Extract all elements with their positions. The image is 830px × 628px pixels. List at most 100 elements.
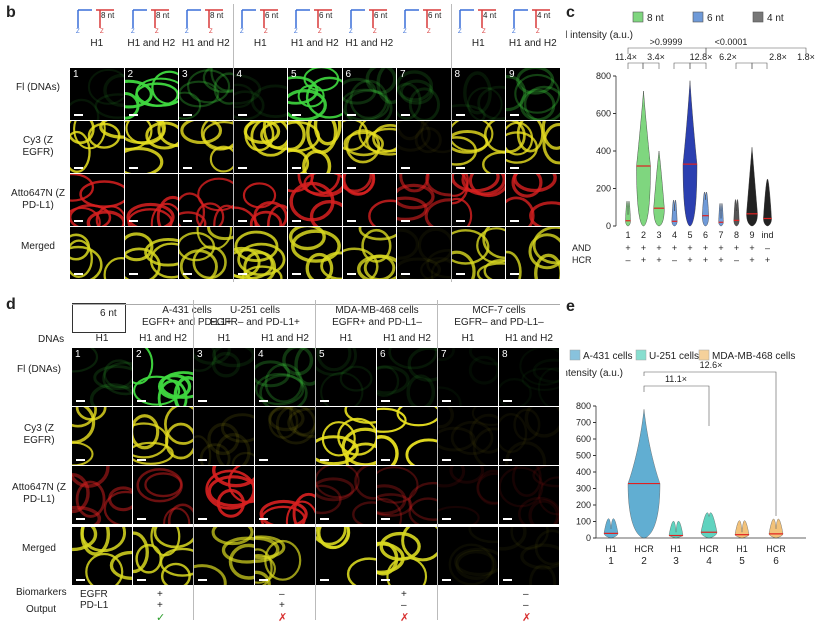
micrograph-tile [451, 227, 505, 279]
cell-outline [179, 211, 207, 226]
cell-outline [143, 238, 178, 267]
cell-line-markers: EGFR+ and PD-L1– [332, 317, 422, 328]
row-label: Fl (DNAs) [17, 364, 61, 375]
cell-outline [310, 174, 342, 195]
y-axis-label: Fl intensity (a.u.) [566, 368, 623, 379]
cell-outline [532, 227, 560, 265]
cell-outline [460, 174, 505, 196]
legend-label: U-251 cells [649, 351, 699, 362]
x-index-label: 4 [706, 556, 712, 567]
micrograph-tile: 5 [316, 348, 376, 406]
micrograph-tile [288, 227, 342, 279]
cell-outline [504, 441, 547, 465]
cell-outline [220, 413, 254, 443]
scale-bar [237, 220, 247, 222]
micrograph-image [70, 174, 124, 226]
cell-outline [260, 505, 306, 524]
scale-bar [292, 273, 301, 275]
cell-outline [513, 174, 557, 193]
cell-outline [194, 348, 231, 365]
micrograph-image [342, 227, 396, 279]
hairpin-schematic: 8 nt Z Z [76, 9, 115, 35]
tile-number: 8 [454, 69, 461, 80]
violin-1 [627, 409, 661, 539]
scale-bar [320, 579, 329, 581]
cell-outline [207, 475, 254, 508]
cell-outline [399, 79, 434, 105]
micrograph-image [316, 527, 376, 585]
and-value: + [734, 243, 739, 253]
micrograph-tile [124, 121, 178, 173]
micrograph-tile: 3 [179, 68, 233, 120]
micrograph-tile [499, 527, 559, 585]
cell-outline [70, 233, 91, 261]
hairpin-blue [404, 9, 419, 28]
cell-outline [542, 123, 560, 165]
micrograph-image [438, 407, 498, 465]
bracket [627, 62, 644, 69]
cell-outline [72, 407, 96, 444]
micrograph-image [397, 121, 451, 154]
hairpin-schematic-icon: 8 nt Z Z [74, 6, 120, 35]
violin-9 [746, 147, 758, 227]
cell-outline [207, 422, 240, 456]
cell-outline [109, 550, 132, 580]
y-tick-label: 300 [576, 484, 591, 494]
cell-outline [187, 69, 231, 104]
legend-swatch [752, 11, 764, 23]
scale-bar [381, 579, 390, 581]
cell-outline [377, 435, 399, 465]
micrograph-tile [316, 466, 376, 524]
micrograph-tile [233, 227, 287, 279]
cell-outline [379, 531, 421, 561]
cell-outline [164, 407, 193, 445]
cell-outline [345, 129, 380, 164]
micrograph-tile [397, 227, 451, 279]
micrograph-tile: 8 [451, 68, 505, 120]
scale-bar [76, 518, 85, 520]
hairpin-blue [131, 9, 147, 28]
cell-outline [534, 253, 560, 279]
scale-bar [259, 518, 268, 520]
x-tick-label: ind [761, 230, 773, 240]
scale-bar [401, 167, 410, 169]
cell-outline [241, 265, 283, 279]
cell-outline [397, 257, 441, 279]
x-tick-label: HCR [699, 544, 719, 554]
cell-outline [426, 249, 451, 279]
micrograph-image [377, 407, 437, 465]
hcr-value: + [718, 255, 723, 265]
micrograph-tile [342, 227, 396, 279]
micrograph-image [288, 227, 342, 279]
cell-line-markers: EGFR– and PD-L1– [454, 317, 544, 328]
cell-outline [102, 361, 132, 396]
scale-bar [346, 114, 356, 116]
scale-bar [259, 579, 268, 581]
scale-bar [76, 400, 85, 402]
tile-number: 3 [197, 349, 203, 360]
cell-outline [538, 476, 559, 516]
cell-outline [75, 480, 106, 518]
cell-outline [264, 363, 303, 403]
x-tick-label: 6 [703, 230, 708, 240]
hairpin-schematic-icon: 6 nt Z Z [238, 6, 284, 35]
micrograph-image [342, 174, 396, 226]
column-label: H1 and H2 [508, 38, 557, 49]
micrograph-image [506, 227, 560, 279]
violin-5 [768, 518, 784, 539]
micrograph-tile [233, 174, 287, 226]
cell-outline [282, 348, 314, 376]
cell-outline [451, 174, 469, 197]
y-tick-label: 400 [576, 467, 591, 477]
micrograph-image [499, 527, 559, 585]
cell-outline [349, 79, 388, 120]
scale-bar [401, 220, 410, 222]
micrograph-tile [438, 466, 498, 524]
cell-outline [233, 83, 254, 109]
cell-outline [305, 252, 334, 279]
cell-outline [339, 365, 373, 392]
hairpin-red [477, 9, 496, 28]
micrograph-image [451, 227, 505, 279]
micrograph-image [72, 348, 132, 406]
cell-line-name: A-431 cells [162, 305, 212, 316]
